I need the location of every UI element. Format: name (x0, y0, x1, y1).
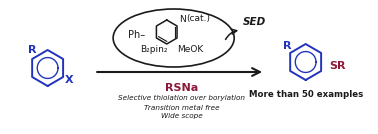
Text: (cat.): (cat.) (187, 14, 211, 23)
Text: R: R (282, 41, 291, 51)
Text: MeOK: MeOK (177, 46, 204, 55)
Text: Ph–: Ph– (129, 30, 146, 40)
Text: X: X (65, 75, 74, 85)
Text: SED: SED (243, 17, 266, 27)
Text: RSNa: RSNa (165, 83, 198, 93)
Text: N: N (179, 14, 185, 23)
Text: SR: SR (330, 61, 346, 71)
Text: B₂pin₂: B₂pin₂ (140, 46, 167, 55)
Text: Transition metal free: Transition metal free (144, 105, 219, 111)
Text: Wide scope: Wide scope (161, 113, 203, 119)
Text: Selective thiolation over borylation: Selective thiolation over borylation (118, 95, 245, 101)
Text: More than 50 examples: More than 50 examples (248, 90, 363, 99)
Text: R: R (28, 45, 36, 55)
